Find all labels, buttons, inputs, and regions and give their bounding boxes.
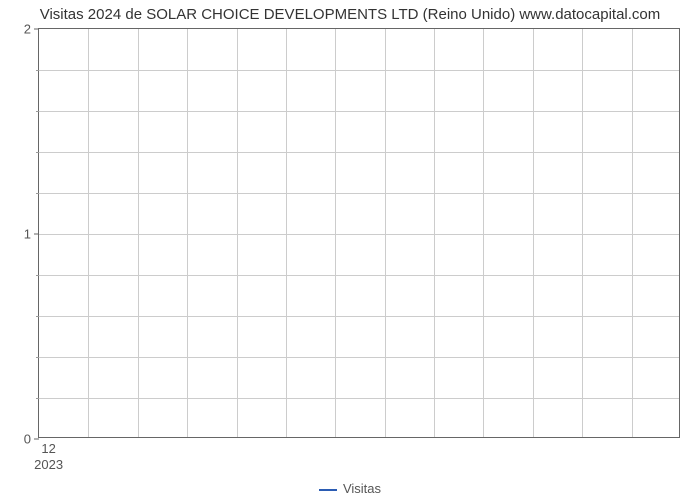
plot-area: 012122023 [38,28,680,438]
y-minor-tick [36,152,39,153]
y-tick-label: 2 [24,22,31,37]
gridline-vertical [434,29,435,437]
gridline-horizontal [39,193,679,194]
gridline-vertical [533,29,534,437]
gridline-vertical [237,29,238,437]
gridline-horizontal [39,152,679,153]
x-sub-label: 2023 [34,457,63,472]
gridline-horizontal [39,357,679,358]
gridline-vertical [632,29,633,437]
gridline-vertical [335,29,336,437]
y-tick-label: 0 [24,432,31,447]
gridline-vertical [187,29,188,437]
legend-label: Visitas [343,481,381,496]
y-tick-label: 1 [24,227,31,242]
gridline-horizontal [39,111,679,112]
x-tick-label: 12 [41,441,55,456]
y-major-tick [34,439,39,440]
y-minor-tick [36,398,39,399]
gridline-horizontal [39,398,679,399]
y-minor-tick [36,275,39,276]
y-minor-tick [36,316,39,317]
y-minor-tick [36,357,39,358]
gridline-vertical [385,29,386,437]
y-minor-tick [36,70,39,71]
gridline-vertical [582,29,583,437]
y-major-tick [34,234,39,235]
y-minor-tick [36,193,39,194]
gridline-vertical [483,29,484,437]
gridline-horizontal [39,234,679,235]
gridline-horizontal [39,316,679,317]
gridline-horizontal [39,70,679,71]
y-minor-tick [36,111,39,112]
y-major-tick [34,29,39,30]
legend-swatch [319,489,337,491]
gridline-vertical [88,29,89,437]
gridline-vertical [138,29,139,437]
chart-title: Visitas 2024 de SOLAR CHOICE DEVELOPMENT… [0,6,700,23]
gridline-horizontal [39,275,679,276]
gridline-vertical [286,29,287,437]
visits-chart: Visitas 2024 de SOLAR CHOICE DEVELOPMENT… [0,0,700,500]
chart-legend: Visitas [0,481,700,496]
